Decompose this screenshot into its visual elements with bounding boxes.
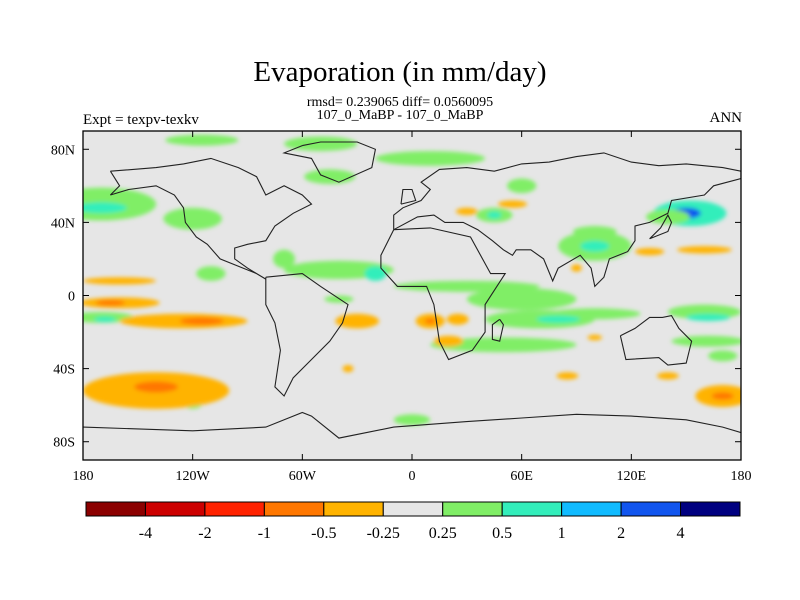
experiment-label: Expt = texpv-texkv: [83, 112, 199, 128]
x-tick-label: 60E: [510, 469, 533, 484]
anomaly-patch: [393, 414, 431, 426]
anomaly-patch: [671, 335, 741, 347]
x-axis: 180 120W 60W 0 60E 120E 180: [73, 131, 752, 484]
colorbar-swatch: [442, 501, 503, 517]
coastline: [265, 273, 349, 397]
y-tick-label: 80N: [51, 143, 75, 158]
colorbar-swatch: [501, 501, 563, 517]
colorbar-swatch: [561, 501, 622, 517]
chart-subtitle: 107_0_MaBP - 107_0_MaBP: [316, 108, 484, 123]
plot-background: [83, 131, 741, 460]
anomaly-patch: [580, 240, 610, 252]
anomaly-patch: [165, 134, 239, 146]
anomaly-patch: [497, 200, 528, 208]
x-tick-label: 120W: [176, 469, 211, 484]
x-tick-label: 60W: [289, 469, 317, 484]
x-tick-label: 180: [73, 469, 94, 484]
period-label: ANN: [709, 110, 743, 126]
anomaly-patch: [424, 318, 436, 324]
anomaly-patch: [656, 372, 679, 380]
coastline-layer: [83, 141, 741, 439]
colorbar-swatch: [680, 501, 741, 517]
colorbar: -4 -2 -1 -0.5 -0.25 0.25 0.5 1 2 4: [85, 501, 741, 542]
y-tick-label: 80S: [53, 436, 75, 451]
anomaly-patch: [430, 337, 577, 353]
anomaly-layer: [83, 134, 741, 426]
colorbar-swatch: [144, 501, 206, 517]
coastline: [400, 188, 417, 205]
coastline: [649, 213, 673, 240]
anomaly-patch: [179, 317, 224, 325]
y-tick-label: 0: [68, 290, 75, 305]
anomaly-patch: [571, 264, 582, 272]
coastline: [619, 314, 693, 366]
colorbar-label: -0.25: [367, 525, 400, 542]
colorbar-swatch: [620, 501, 682, 517]
anomaly-patch: [556, 372, 579, 380]
coastline: [282, 141, 377, 183]
anomaly-patch: [645, 209, 690, 225]
anomaly-patch: [507, 178, 537, 194]
anomaly-patch: [196, 266, 226, 281]
colorbar-swatch: [85, 501, 146, 517]
anomaly-patch: [536, 315, 581, 323]
anomaly-patch: [455, 207, 478, 216]
coastline: [380, 227, 507, 361]
anomaly-patch: [364, 266, 387, 281]
coastline: [83, 411, 741, 439]
anomaly-patch: [95, 300, 126, 306]
anomaly-patch: [634, 247, 665, 256]
anomaly-patch: [446, 313, 469, 325]
x-tick-label: 0: [409, 469, 416, 484]
colorbar-label: 0.25: [429, 525, 457, 542]
y-tick-label: 40N: [51, 216, 75, 231]
colorbar-label: -0.5: [311, 525, 336, 542]
anomaly-patch: [708, 350, 738, 362]
colorbar-label: -2: [198, 525, 211, 542]
coastline: [491, 318, 504, 342]
anomaly-patch: [572, 226, 617, 238]
x-tick-label: 180: [731, 469, 752, 484]
anomaly-patch: [375, 151, 486, 166]
y-tick-label: 40S: [53, 363, 75, 378]
stats-label: rmsd= 0.239065 diff= 0.0560095: [306, 95, 494, 110]
anomaly-patch: [83, 277, 157, 285]
anomaly-patch: [677, 246, 732, 254]
coastline: [393, 152, 741, 288]
coastline: [109, 157, 313, 280]
colorbar-label: 2: [617, 525, 625, 542]
colorbar-label: -4: [139, 525, 152, 542]
anomaly-patch: [342, 364, 354, 373]
x-tick-label: 120E: [617, 469, 647, 484]
colorbar-swatch: [382, 501, 444, 517]
y-axis: 80N 40N 0 40S 80S: [51, 143, 741, 451]
anomaly-patch: [83, 202, 127, 214]
anomaly-patch: [466, 288, 577, 311]
anomaly-patch: [335, 313, 380, 329]
colorbar-label: -1: [258, 525, 271, 542]
colorbar-swatch: [204, 501, 265, 517]
chart-title: Evaporation (in mm/day): [253, 56, 547, 88]
anomaly-patch: [163, 207, 222, 230]
anomaly-patch: [93, 316, 116, 323]
anomaly-patch: [304, 169, 356, 185]
anomaly-patch: [686, 313, 731, 322]
colorbar-swatch: [263, 501, 325, 517]
colorbar-label: 4: [677, 525, 685, 542]
anomaly-patch: [486, 211, 502, 219]
colorbar-label: 0.5: [492, 525, 512, 542]
anomaly-patch: [587, 334, 603, 341]
anomaly-patch: [711, 392, 734, 400]
colorbar-label: 1: [558, 525, 566, 542]
anomaly-patch: [134, 381, 179, 393]
anomaly-patch: [284, 136, 358, 152]
colorbar-swatch: [323, 501, 384, 517]
anomaly-patch: [273, 249, 296, 269]
